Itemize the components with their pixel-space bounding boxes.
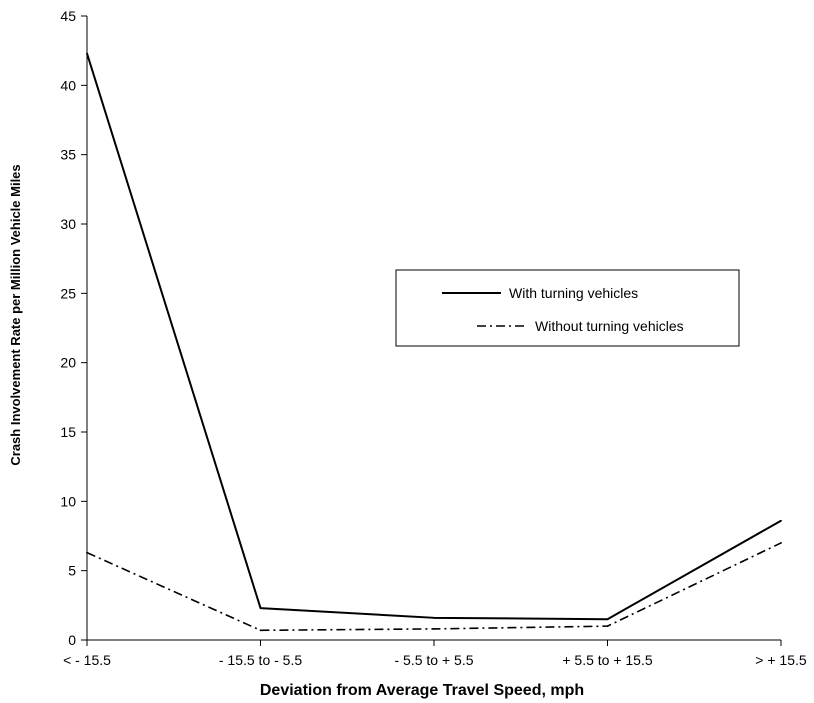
x-tick-label: + 5.5 to + 15.5 [562, 652, 653, 668]
y-tick-label: 5 [68, 563, 76, 579]
y-tick-label: 25 [60, 285, 76, 301]
data-point [259, 629, 262, 632]
x-axis-ticks: < - 15.5 - 15.5 to - 5.5 - 5.5 to + 5.5 + 5… [63, 640, 807, 668]
y-tick-label: 35 [60, 147, 76, 163]
data-point [606, 618, 609, 621]
y-tick-label: 20 [60, 355, 76, 371]
data-point [433, 616, 435, 619]
y-tick-label: 10 [60, 493, 76, 509]
data-point [780, 542, 782, 544]
x-axis-title: Deviation from Average Travel Speed, mph [260, 682, 584, 699]
y-tick-label: 15 [60, 424, 76, 440]
y-tick-label: 40 [60, 77, 76, 93]
data-point [606, 625, 609, 628]
legend-label-with-turning: With turning vehicles [509, 285, 638, 301]
y-tick-label: 0 [68, 632, 76, 648]
series-layer [86, 52, 782, 632]
y-axis-ticks: 0 5 10 15 20 25 30 35 40 45 [60, 8, 87, 648]
data-point [780, 519, 782, 522]
data-point [86, 551, 88, 554]
x-tick-label: - 5.5 to + 5.5 [395, 652, 474, 668]
y-tick-label: 30 [60, 216, 76, 232]
x-tick-label: - 15.5 to - 5.5 [219, 652, 302, 668]
y-tick-label: 45 [60, 8, 76, 24]
legend-box [395, 269, 740, 347]
x-tick-label: < - 15.5 [63, 652, 111, 668]
legend-label-without-turning: Without turning vehicles [535, 318, 684, 334]
y-axis-title: Crash Involvement Rate per Million Vehic… [8, 164, 23, 465]
data-point [433, 628, 435, 630]
x-tick-label: > + 15.5 [755, 652, 807, 668]
data-point [259, 607, 262, 610]
legend: With turning vehicles Without turning ve… [395, 269, 740, 347]
data-point [86, 52, 88, 55]
